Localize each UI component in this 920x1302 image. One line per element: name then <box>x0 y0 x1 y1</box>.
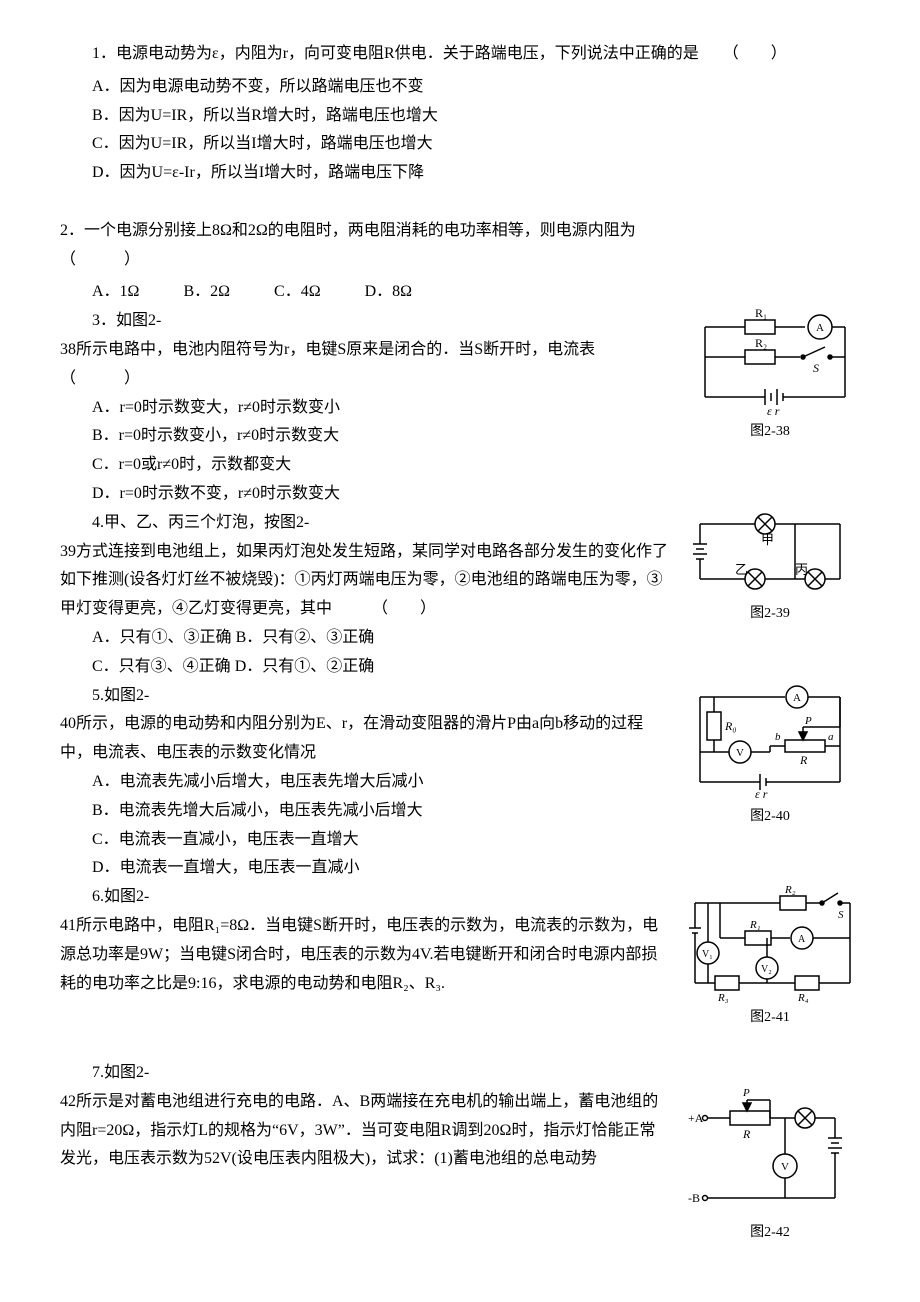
fig41-v1: V₁ <box>702 949 713 960</box>
q3-opt-a: A．r=0时示数变大，r≠0时示数变小 <box>92 394 670 423</box>
q2-opt-a: A．1Ω <box>92 283 139 300</box>
fig41-s: S <box>838 909 844 921</box>
fig42-v: V <box>781 1161 789 1173</box>
fig40-a2: a <box>828 731 834 743</box>
q1-opt-c: C．因为U=IR，所以当I增大时，路端电压也增大 <box>92 130 860 159</box>
q5-opt-b: B．电流表先增大后减小，电压表先减小后增大 <box>92 797 670 826</box>
q6-stem-b: 41所示电路中，电阻R₁=8Ω．当电键S断开时，电压表的示数为，电流表的示数为，… <box>60 912 670 998</box>
q5-opt-a: A．电流表先减小后增大，电压表先增大后减小 <box>92 768 670 797</box>
fig41-r4: R₄ <box>797 992 809 1003</box>
fig38-r1: R₁ <box>755 307 767 320</box>
fig41-r2: R₂ <box>784 884 796 896</box>
q5-stem-a: 5.如图2- <box>60 682 670 711</box>
q5-opt-c: C．电流表一直减小，电压表一直增大 <box>92 826 670 855</box>
q2-opt-c: C．4Ω <box>274 283 321 300</box>
fig39-yi: 乙 <box>735 562 748 577</box>
q4-opt-c: C．只有③、④正确 <box>92 658 231 675</box>
fig40-caption: 图2-40 <box>680 804 860 829</box>
q2-stem: 2．一个电源分别接上8Ω和2Ω的电阻时，两电阻消耗的电功率相等，则电源内阻为 （… <box>60 217 860 275</box>
q4-stem-a: 4.甲、乙、丙三个灯泡，按图2- <box>60 509 670 538</box>
q2-opt-d: D．8Ω <box>365 283 412 300</box>
q2-options: A．1Ω B．2Ω C．4Ω D．8Ω <box>60 278 860 307</box>
fig40-b: b <box>775 731 781 743</box>
fig40-r: R <box>799 753 808 767</box>
fig40-p: P <box>804 715 812 727</box>
fig38-r2: R₂ <box>755 336 767 350</box>
fig41-caption: 图2-41 <box>680 1005 860 1030</box>
fig42-caption: 图2-42 <box>680 1220 860 1245</box>
fig40-a: A <box>793 692 801 704</box>
fig41-r1: R₁ <box>749 919 761 931</box>
fig42-p: P <box>742 1088 750 1099</box>
q7-stem-a: 7.如图2- <box>60 1059 860 1088</box>
fig41-r3: R₃ <box>717 992 729 1003</box>
fig42-r: R <box>742 1127 751 1141</box>
q4-opt-a: A．只有①、③正确 <box>92 629 232 646</box>
fig42-b: -B <box>688 1191 700 1205</box>
q1-opt-d: D．因为U=ε-Ir，所以当I增大时，路端电压下降 <box>92 159 860 188</box>
fig41-a: A <box>798 934 806 945</box>
q1-opt-a: A．因为电源电动势不变，所以路端电压也不变 <box>92 73 860 102</box>
q2-opt-b: B．2Ω <box>183 283 230 300</box>
q6-stem-a: 6.如图2- <box>60 883 670 912</box>
fig38-a: A <box>816 322 824 334</box>
figure-2-41: R₂ S R₁ A V₁ V₂ R₃ R₄ 图2-41 <box>680 883 860 1030</box>
q3-opt-b: B．r=0时示数变小，r≠0时示数变大 <box>92 422 670 451</box>
figure-2-42: +A -B P R V 图2-42 <box>680 1088 860 1245</box>
q4-stem-b: 39方式连接到电池组上，如果丙灯泡处发生短路，某同学对电路各部分发生的变化作了如… <box>60 538 670 624</box>
q1-opt-b: B．因为U=IR，所以当R增大时，路端电压也增大 <box>92 102 860 131</box>
fig41-v2: V₂ <box>761 964 772 975</box>
q5-opt-d: D．电流表一直增大，电压表一直减小 <box>92 854 670 883</box>
q3-stem-b: 38所示电路中，电池内阻符号为r，电键S原来是闭合的．当S断开时，电流表 （ ） <box>60 336 670 394</box>
fig39-caption: 图2-39 <box>680 601 860 626</box>
q3-stem-a: 3．如图2- <box>60 307 670 336</box>
fig38-s: S <box>813 361 819 375</box>
q3-opt-d: D．r=0时示数不变，r≠0时示数变大 <box>92 480 670 509</box>
fig42-a: +A <box>688 1111 704 1125</box>
q5-stem-b: 40所示，电源的电动势和内阻分别为E、r，在滑动变阻器的滑片P由a向b移动的过程… <box>60 710 670 768</box>
q3-opt-c: C．r=0或r≠0时，示数都变大 <box>92 451 670 480</box>
fig39-bing: 丙 <box>795 562 808 577</box>
fig40-r0: R₀ <box>724 719 737 733</box>
q1-stem: 1．电源电动势为ε，内阻为r，向可变电阻R供电．关于路端电压，下列说法中正确的是… <box>60 40 860 69</box>
fig40-er: ε r <box>755 787 768 801</box>
figure-2-39: 甲 乙 丙 图2-39 <box>680 509 860 626</box>
q4-opt-b: B．只有②、③正确 <box>236 629 375 646</box>
fig38-caption: 图2-38 <box>680 419 860 444</box>
fig40-v: V <box>736 747 744 759</box>
figure-2-40: A R₀ V b P a R ε r 图2-40 <box>680 682 860 829</box>
q4-opt-d: D．只有①、②正确 <box>235 658 375 675</box>
fig38-er: ε r <box>767 404 780 417</box>
q7-stem-b: 42所示是对蓄电池组进行充电的电路．A、B两端接在充电机的输出端上，蓄电池组的内… <box>60 1088 670 1174</box>
fig39-jia: 甲 <box>761 532 774 547</box>
figure-2-38: R₁ R₂ A S ε r 图2-38 <box>680 307 860 444</box>
